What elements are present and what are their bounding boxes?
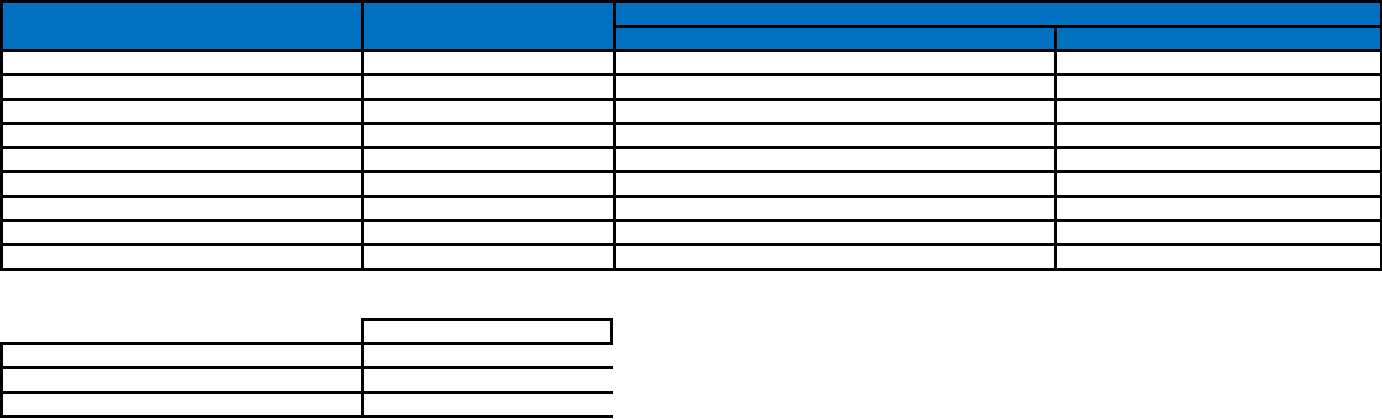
table-cell [616, 246, 1054, 268]
table-cell [364, 222, 613, 244]
header-group [616, 3, 1380, 25]
table-cell [364, 100, 613, 122]
table-cell [1057, 197, 1380, 220]
table-cell [364, 246, 613, 268]
table-cell [616, 149, 1054, 171]
table-cell [364, 197, 613, 220]
table-cell [1057, 246, 1380, 268]
table-cell [3, 197, 361, 220]
table-cell [1057, 173, 1380, 195]
table-cell [1057, 52, 1380, 74]
table-cell [364, 149, 613, 171]
table-cell [364, 393, 613, 415]
table-cell [364, 369, 613, 391]
table-cell [616, 124, 1054, 147]
table-cell [3, 100, 361, 122]
table-cell [3, 393, 361, 415]
table-cell [3, 369, 361, 391]
table-cell [3, 345, 361, 367]
table-cell [616, 222, 1054, 244]
table-cell [1057, 222, 1380, 244]
table-cell [3, 222, 361, 244]
table-cell [364, 345, 613, 367]
table-cell [364, 76, 613, 98]
second-table-header [361, 318, 613, 345]
table-cell [616, 100, 1054, 122]
table-cell [1057, 100, 1380, 122]
table-cell [3, 149, 361, 171]
table-cell [616, 197, 1054, 220]
second-table [0, 342, 613, 418]
table-cell [1057, 149, 1380, 171]
header-sub-2 [1057, 28, 1380, 49]
main-table [0, 0, 1382, 271]
header-sub-1 [616, 28, 1054, 49]
table-cell [364, 124, 613, 147]
table-cell [3, 173, 361, 195]
table-cell [616, 52, 1054, 74]
table-cell [364, 173, 613, 195]
table-cell [3, 52, 361, 74]
second-table-header-cell [364, 321, 610, 342]
table-cell [3, 246, 361, 268]
table-cell [3, 76, 361, 98]
table-cell [3, 124, 361, 147]
table-cell [1057, 124, 1380, 147]
table-cell [616, 173, 1054, 195]
header-col-2 [364, 3, 613, 49]
table-cell [616, 76, 1054, 98]
table-cell [1057, 76, 1380, 98]
header-col-1 [3, 3, 361, 49]
table-cell [364, 52, 613, 74]
